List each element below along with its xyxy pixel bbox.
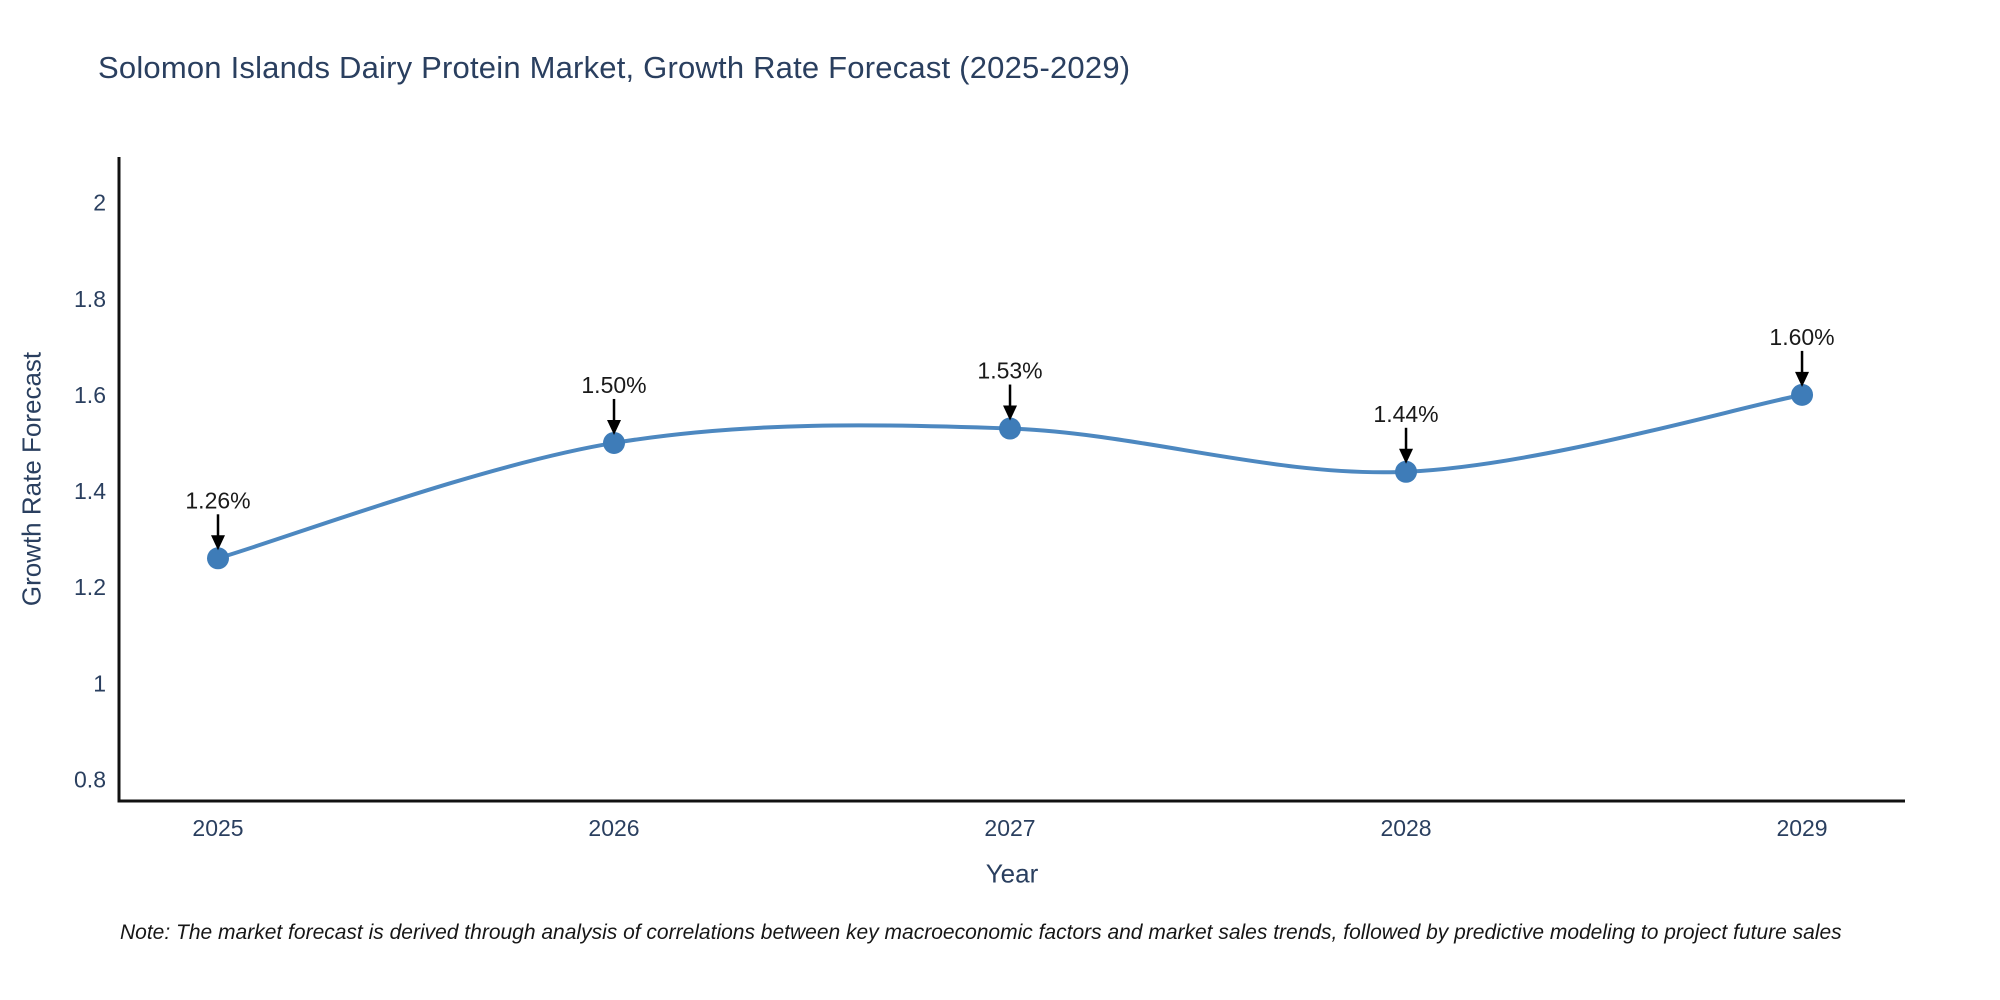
x-tick-label: 2029 [1776, 815, 1827, 841]
data-point-2029[interactable] [1791, 383, 1814, 406]
x-axis-title: Year [985, 858, 1039, 889]
y-tick-label: 1.6 [74, 382, 106, 408]
data-point-2027[interactable] [999, 417, 1022, 440]
annotation-arrowhead [1399, 448, 1414, 464]
annotation-label: 1.60% [1769, 324, 1834, 350]
x-tick-label: 2026 [588, 815, 639, 841]
annotation-label: 1.53% [977, 358, 1042, 384]
annotation-label: 1.26% [185, 487, 250, 513]
y-tick-label: 1 [93, 670, 106, 696]
y-tick-label: 0.8 [74, 766, 106, 792]
annotation-arrowhead [607, 419, 622, 435]
chart-title: Solomon Islands Dairy Protein Market, Gr… [98, 50, 1131, 85]
data-point-2026[interactable] [603, 431, 626, 454]
x-tick-label: 2027 [984, 815, 1035, 841]
annotation-arrowhead [211, 535, 226, 551]
annotation-arrowhead [1795, 371, 1810, 387]
annotation-label: 1.44% [1373, 401, 1438, 427]
data-point-2025[interactable] [207, 547, 230, 570]
footnote: Note: The market forecast is derived thr… [120, 921, 1842, 944]
annotation-label: 1.50% [581, 372, 646, 398]
y-tick-label: 1.4 [74, 478, 106, 504]
y-tick-label: 1.8 [74, 286, 106, 312]
y-tick-label: 1.2 [74, 574, 106, 600]
x-tick-label: 2028 [1380, 815, 1431, 841]
y-tick-label: 2 [93, 190, 106, 216]
x-tick-label: 2025 [192, 815, 243, 841]
data-point-2028[interactable] [1395, 460, 1418, 483]
annotation-arrowhead [1003, 405, 1018, 421]
